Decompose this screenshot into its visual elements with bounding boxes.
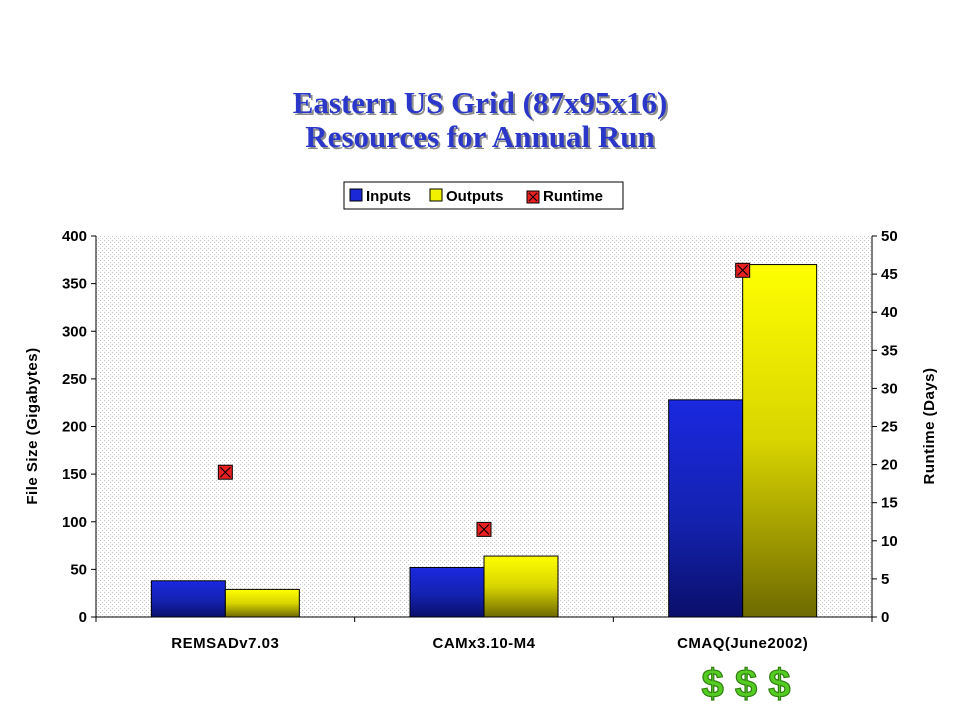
title-line-2: Resources for Annual Run [305, 119, 655, 154]
y-tick-label: 350 [62, 276, 87, 293]
legend-box [343, 181, 624, 210]
legend-label-inputs: Inputs [366, 188, 411, 205]
y2-tick-label: 40 [881, 304, 898, 321]
legend-swatch-inputs [349, 188, 363, 202]
bar-outputs-1 [483, 555, 559, 618]
runtime-marker-0 [217, 464, 233, 480]
y2-tick-label: 50 [881, 228, 898, 245]
y-tick-label: 250 [62, 371, 87, 388]
y2-tick-label: 45 [881, 266, 898, 283]
bar-inputs-2 [668, 399, 744, 618]
legend-marker-runtime [526, 190, 540, 204]
title-line-1: Eastern US Grid (87x95x16) [292, 85, 668, 120]
bar-inputs-1 [409, 566, 485, 618]
x-category-label: CAMx3.10-M4 [432, 635, 535, 652]
chart-title: Eastern US Grid (87x95x16) Resources for… [0, 86, 960, 154]
bar-outputs-2 [742, 264, 818, 618]
y-axis-title: File Size (Gigabytes) [24, 347, 41, 504]
y-tick-label: 0 [79, 609, 87, 626]
legend-label-outputs: Outputs [446, 188, 504, 205]
bar-outputs-0 [224, 588, 300, 618]
y-tick-label: 100 [62, 514, 87, 531]
legend: Inputs Outputs Runtime [343, 181, 624, 210]
y-tick-label: 400 [62, 228, 87, 245]
cost-annotation: $ $ $ [702, 662, 791, 706]
y2-tick-label: 0 [881, 609, 889, 626]
y-tick-label: 300 [62, 323, 87, 340]
y2-tick-label: 5 [881, 571, 889, 588]
x-category-label: REMSADv7.03 [171, 635, 279, 652]
chart-marks: 0 50 100 150 200 250 300 350 400 0 5 10 15 20 25 30 35 40… [62, 228, 898, 652]
bar-inputs-0 [150, 580, 226, 618]
y2-tick-label: 25 [881, 419, 898, 436]
y-tick-label: 200 [62, 419, 87, 436]
y2-axis-title: Runtime (Days) [921, 367, 938, 484]
x-category-label: CMAQ(June2002) [677, 635, 808, 652]
y2-tick-label: 10 [881, 533, 898, 550]
runtime-marker-2 [735, 262, 751, 278]
y2-tick-label: 15 [881, 495, 898, 512]
y-tick-label: 150 [62, 466, 87, 483]
y-tick-label: 50 [70, 561, 87, 578]
y2-tick-label: 30 [881, 380, 898, 397]
runtime-marker-1 [476, 521, 492, 537]
legend-label-runtime: Runtime [543, 188, 603, 205]
y2-tick-label: 35 [881, 342, 898, 359]
y2-tick-label: 20 [881, 457, 898, 474]
legend-swatch-outputs [429, 188, 443, 202]
